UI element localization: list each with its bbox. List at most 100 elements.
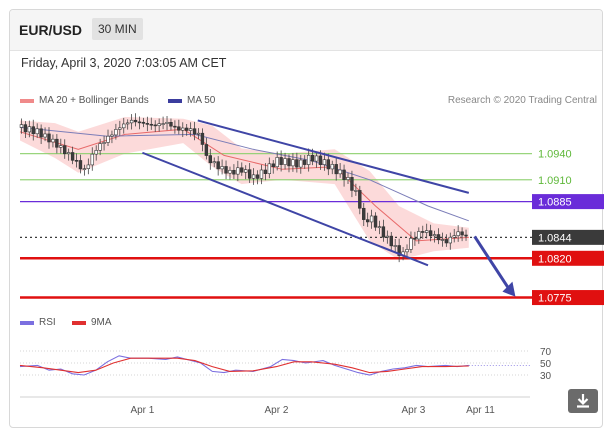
candle-body	[247, 169, 252, 179]
candle-body	[413, 237, 417, 240]
candle-body	[184, 127, 189, 131]
channel-upper-line	[197, 119, 470, 194]
candle-body	[326, 159, 331, 170]
candle-body	[181, 127, 185, 131]
timeframe-badge[interactable]: 30 MIN	[92, 18, 143, 40]
candle-body	[369, 215, 374, 223]
rsi-tick-label: 50	[540, 359, 552, 370]
candle-body	[78, 160, 83, 170]
candle-body	[365, 219, 370, 223]
candle-body	[39, 128, 43, 138]
candle-body	[299, 159, 303, 168]
candle-body	[204, 144, 209, 156]
x-tick-label: Apr 2	[265, 405, 289, 416]
candle-body	[255, 174, 260, 179]
download-button[interactable]	[568, 389, 598, 413]
candle-body	[31, 126, 35, 135]
chart-header: EUR/USD 30 MIN	[10, 10, 602, 51]
candle-body	[122, 123, 126, 129]
candle-body	[314, 155, 319, 162]
candle-body	[200, 132, 205, 145]
candle-body	[153, 124, 157, 127]
candle-body	[424, 230, 429, 233]
x-tick-label: Apr 11	[466, 405, 495, 416]
candle-body	[177, 126, 181, 131]
candle-body	[428, 230, 433, 237]
candle-body	[358, 190, 362, 209]
candle-body	[303, 159, 307, 165]
rsi-series-rsi	[19, 355, 469, 376]
candle-body	[275, 157, 279, 168]
rsi-tick-label: 70	[540, 347, 552, 358]
candle-body	[452, 235, 456, 238]
level-label-bg-1.0775	[532, 290, 604, 306]
candle-body	[106, 135, 110, 143]
candle-body	[421, 231, 425, 233]
candle-body	[173, 125, 177, 128]
rsi-series-9ma	[19, 357, 469, 374]
candle-body	[322, 159, 327, 165]
candle-body	[409, 237, 413, 250]
candle-body	[169, 121, 173, 127]
attribution: Research © 2020 Trading Central	[447, 95, 597, 106]
legend-ma50: MA 50	[168, 95, 215, 106]
candle-body	[244, 169, 248, 173]
candle-body	[318, 155, 323, 165]
candle-body	[98, 143, 102, 151]
candle-body	[141, 121, 146, 124]
candle-body	[432, 234, 437, 237]
legend-ma9-label: 9MA	[91, 317, 112, 328]
legend-ma50-label: MA 50	[187, 95, 216, 106]
candle-body	[354, 190, 358, 192]
candle-body	[90, 153, 94, 166]
ma20-line	[19, 128, 469, 242]
candle-body	[334, 164, 338, 175]
ma50-line	[19, 126, 469, 222]
rsi-swatch	[20, 320, 34, 325]
candle-body	[74, 160, 79, 162]
candle-body	[291, 159, 295, 167]
candle-body	[125, 122, 130, 125]
candle-body	[385, 235, 390, 238]
candle-body	[464, 234, 468, 237]
level-label-1.0820: 1.0820	[538, 253, 572, 265]
candle-body	[224, 166, 228, 174]
candle-body	[157, 123, 161, 126]
ma50-swatch	[168, 98, 182, 103]
candle-body	[342, 169, 346, 180]
candle-body	[110, 134, 114, 137]
x-tick-label: Apr 3	[401, 405, 425, 416]
candle-body	[149, 123, 153, 126]
candle-body	[306, 154, 311, 165]
candle-body	[240, 167, 244, 173]
candle-body	[43, 133, 47, 138]
candle-body	[346, 177, 350, 180]
candle-body	[263, 169, 268, 174]
candle-body	[35, 128, 39, 135]
candle-body	[389, 235, 393, 247]
chart-card: EUR/USD 30 MIN Friday, April 3, 2020 7:0…	[9, 9, 603, 428]
level-label-1.0844: 1.0844	[538, 232, 572, 244]
candle-body	[145, 123, 150, 125]
candle-body	[393, 245, 397, 247]
legend-rsi: RSI	[20, 317, 56, 328]
candle-body	[232, 169, 236, 175]
candle-body	[397, 245, 401, 256]
candle-body	[86, 164, 91, 169]
candle-body	[51, 138, 55, 143]
level-label-bg-1.0885	[532, 194, 604, 210]
candle-body	[456, 231, 460, 236]
candle-body	[47, 133, 51, 143]
timestamp: Friday, April 3, 2020 7:03:05 AM CET	[21, 56, 227, 70]
candle-body	[295, 159, 299, 168]
candle-body	[114, 129, 118, 136]
candle-body	[362, 207, 366, 220]
x-tick-label: Apr 1	[130, 405, 154, 416]
candle-body	[405, 249, 409, 253]
candle-body	[165, 121, 169, 124]
candle-body	[330, 164, 334, 170]
candle-body	[251, 174, 256, 179]
candle-body	[23, 124, 28, 133]
level-label-1.0940: 1.0940	[538, 149, 572, 161]
